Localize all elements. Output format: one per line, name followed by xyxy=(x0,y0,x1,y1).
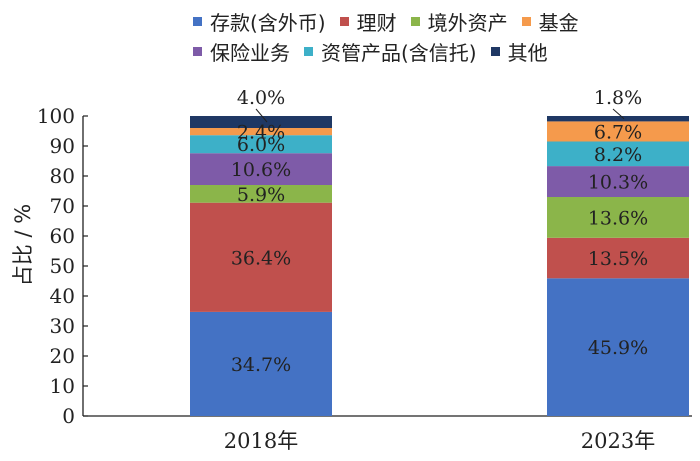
y-tick-label-50: 50 xyxy=(50,254,75,278)
legend-label-deposits: 存款(含外币) xyxy=(210,10,326,35)
legend: 存款(含外币) 理财 境外资产 基金 保险业务 资管产品(含信托) 其他 xyxy=(193,6,693,66)
data-label-1-0: 45.9% xyxy=(588,337,648,359)
label-leader-0-6 xyxy=(255,108,268,123)
legend-label-other: 其他 xyxy=(507,40,548,65)
legend-item-other: 其他 xyxy=(490,37,548,66)
legend-item-funds: 基金 xyxy=(521,7,579,36)
data-label-0-4: 6.0% xyxy=(237,134,285,156)
bar-segment-0-6 xyxy=(190,116,332,128)
y-tick-label-80: 80 xyxy=(50,164,75,188)
legend-row-2: 保险业务 资管产品(含信托) 其他 xyxy=(193,36,693,66)
legend-label-wealth: 理财 xyxy=(356,10,397,35)
legend-item-asset-mgmt: 资管产品(含信托) xyxy=(304,37,477,66)
bar-segment-0-1 xyxy=(190,202,332,312)
legend-swatch-asset-mgmt xyxy=(304,46,313,56)
legend-swatch-wealth xyxy=(339,16,349,26)
legend-swatch-insurance xyxy=(193,46,202,56)
legend-item-insurance: 保险业务 xyxy=(193,37,290,66)
data-label-0-1: 36.4% xyxy=(231,247,291,269)
bar-segment-0-3 xyxy=(190,153,332,185)
y-tick-label-40: 40 xyxy=(50,284,75,308)
bar-segment-1-6 xyxy=(547,116,689,122)
bar-segment-1-3 xyxy=(547,166,689,197)
legend-label-asset-mgmt: 资管产品(含信托) xyxy=(321,40,477,65)
bar-segment-1-5 xyxy=(547,121,689,142)
data-label-1-6: 1.8% xyxy=(594,87,642,109)
data-label-0-6: 4.0% xyxy=(237,87,285,109)
legend-row-1: 存款(含外币) 理财 境外资产 基金 xyxy=(193,6,693,36)
data-label-1-2: 13.6% xyxy=(588,207,648,229)
y-tick-label-90: 90 xyxy=(50,134,75,158)
y-tick-label-30: 30 xyxy=(50,314,75,338)
y-tick-label-0: 0 xyxy=(62,404,75,428)
legend-item-overseas: 境外资产 xyxy=(410,7,508,36)
legend-label-insurance: 保险业务 xyxy=(210,40,290,65)
data-label-0-5: 2.4% xyxy=(237,122,285,144)
bar-segment-0-2 xyxy=(190,185,332,203)
x-category-label-0: 2018年 xyxy=(224,429,298,453)
legend-item-wealth: 理财 xyxy=(339,7,397,36)
data-label-1-5: 6.7% xyxy=(594,121,642,143)
y-tick-label-70: 70 xyxy=(50,194,75,218)
bar-segment-0-0 xyxy=(190,311,332,416)
y-tick-label-60: 60 xyxy=(50,224,75,248)
y-tick-label-10: 10 xyxy=(50,374,75,398)
data-label-0-0: 34.7% xyxy=(231,354,291,376)
label-leader-1-6 xyxy=(612,108,625,120)
data-label-0-3: 10.6% xyxy=(231,159,291,181)
x-category-label-1: 2023年 xyxy=(581,429,655,453)
bar-segment-0-4 xyxy=(190,135,332,154)
bar-segment-1-4 xyxy=(547,141,689,167)
legend-label-funds: 基金 xyxy=(538,10,579,35)
bar-segment-1-0 xyxy=(547,278,689,416)
data-label-1-1: 13.5% xyxy=(588,248,648,270)
legend-label-overseas: 境外资产 xyxy=(427,10,508,35)
bar-segment-1-1 xyxy=(547,237,689,279)
legend-item-deposits: 存款(含外币) xyxy=(193,7,326,36)
data-label-0-2: 5.9% xyxy=(237,184,285,206)
data-label-1-4: 8.2% xyxy=(594,144,642,166)
bar-segment-0-5 xyxy=(190,128,332,136)
bar-segment-1-2 xyxy=(547,197,689,238)
y-tick-label-100: 100 xyxy=(37,104,75,128)
legend-swatch-funds xyxy=(521,16,531,26)
data-label-1-3: 10.3% xyxy=(588,172,648,194)
legend-swatch-deposits xyxy=(193,16,202,26)
legend-swatch-overseas xyxy=(410,16,420,26)
legend-swatch-other xyxy=(490,46,500,56)
y-tick-label-20: 20 xyxy=(50,344,75,368)
